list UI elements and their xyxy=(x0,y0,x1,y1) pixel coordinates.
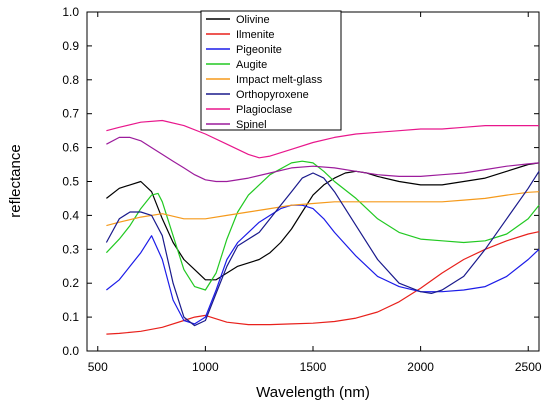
legend-label: Olivine xyxy=(236,14,270,26)
series-line-impact-melt-glass xyxy=(106,191,540,227)
y-tick-label: 0.6 xyxy=(62,141,79,155)
axis-ticks: 500 1000 1500 2000 2500 0.0 0.1 0.2 0.3 0.4 0.5 0.6… xyxy=(62,5,542,374)
series-line-orthopyroxene xyxy=(105,170,540,327)
series-line-plagioclase xyxy=(106,119,539,159)
y-tick-label: 0.5 xyxy=(62,175,79,189)
series-line-augite xyxy=(105,160,540,291)
y-tick-label: 0.0 xyxy=(62,344,79,358)
legend-label: Orthopyroxene xyxy=(236,89,309,101)
y-tick-label: 0.3 xyxy=(62,242,79,256)
legend-label: Plagioclase xyxy=(236,104,292,116)
legend-label: Ilmenite xyxy=(236,29,275,41)
y-tick-label: 0.8 xyxy=(62,73,79,87)
x-tick-label: 1000 xyxy=(192,360,219,374)
x-tick-label: 2500 xyxy=(515,360,542,374)
legend-label: Impact melt-glass xyxy=(236,74,323,86)
y-tick-label: 0.2 xyxy=(62,276,79,290)
legend: Olivine Ilmenite Pigeonite Augite Impact mel… xyxy=(200,10,342,131)
legend-label: Spinel xyxy=(236,119,267,131)
y-tick-label: 0.1 xyxy=(62,310,79,324)
x-axis-title: Wavelength (nm) xyxy=(256,384,370,401)
x-tick-label: 500 xyxy=(88,360,108,374)
y-tick-label: 0.9 xyxy=(62,39,79,53)
x-tick-label: 1500 xyxy=(300,360,327,374)
y-axis-title: reflectance xyxy=(7,144,24,217)
series-line-spinel xyxy=(106,136,540,183)
y-tick-label: 0.4 xyxy=(62,208,79,222)
series-line-ilmenite xyxy=(106,231,540,335)
series-layer xyxy=(105,119,540,335)
series-line-olivine xyxy=(106,162,540,281)
x-tick-label: 2000 xyxy=(407,360,434,374)
y-tick-label: 0.7 xyxy=(62,107,79,121)
legend-box xyxy=(200,10,342,131)
legend-label: Augite xyxy=(236,59,267,71)
y-tick-label: 1.0 xyxy=(62,5,79,19)
legend-label: Pigeonite xyxy=(236,44,282,56)
